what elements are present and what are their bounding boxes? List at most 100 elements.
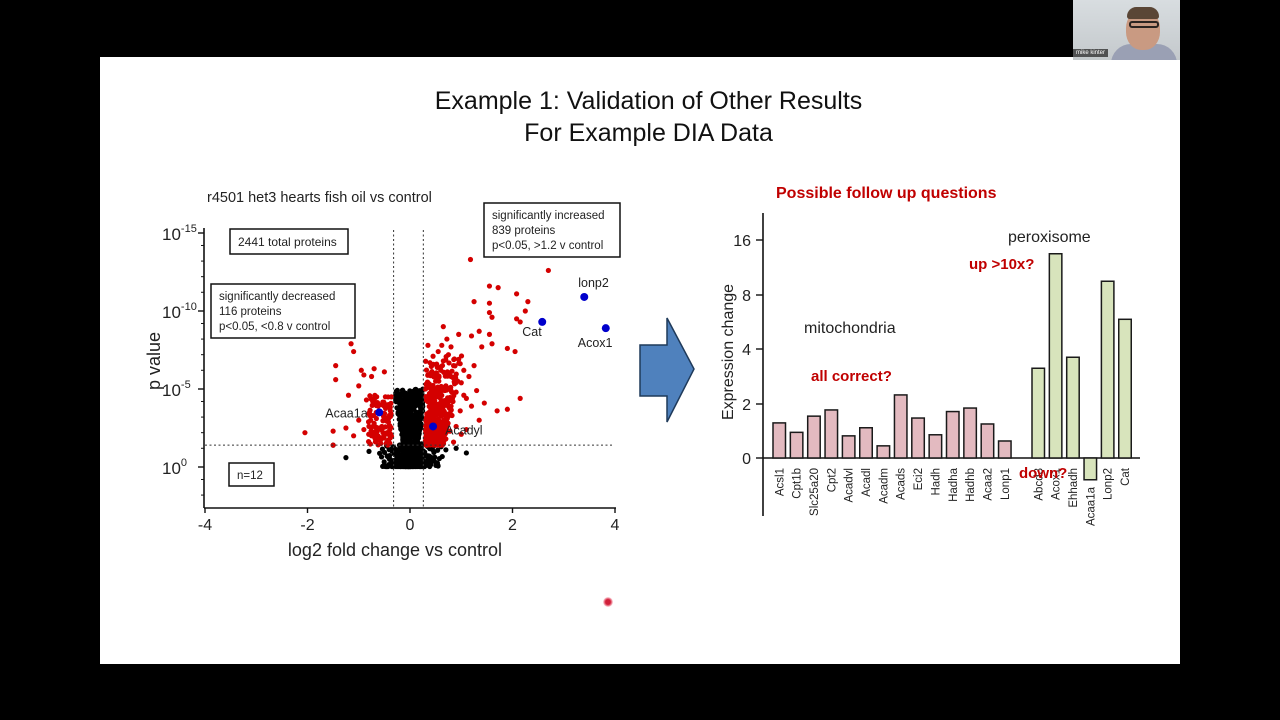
y-axis-ticks: 10-15 10-10 10-5 100 [162, 223, 204, 496]
x-axis-ticks: -4 -2 0 2 4 [198, 508, 620, 534]
participant-body [1111, 44, 1177, 60]
highlighted-proteins: lonp2 Cat Acox1 Acaa1a Acadyl [325, 276, 612, 437]
highlight-point-acox1 [601, 324, 610, 333]
svg-text:Hadha: Hadha [948, 467, 960, 501]
svg-text:Eci2: Eci2 [913, 468, 925, 490]
svg-text:Cpt2: Cpt2 [826, 468, 838, 492]
svg-text:2: 2 [742, 397, 751, 414]
svg-text:Cat: Cat [1120, 467, 1132, 486]
n-label: n=12 [237, 470, 263, 482]
group-label-mitochondria: mitochondria [804, 320, 896, 337]
svg-text:16: 16 [733, 233, 751, 250]
bar-acsl1 [772, 422, 787, 459]
decreased-line-1: significantly decreased [219, 291, 335, 303]
bars: Acsl1 Cpt1b Slc25a20 Cpt2 Acadvl Acadl Acadm Ac… [772, 253, 1132, 526]
right-arrow-icon [639, 317, 695, 423]
svg-text:Cat: Cat [522, 325, 542, 339]
svg-text:Acads: Acads [896, 468, 908, 500]
bar-acadl [859, 427, 873, 459]
svg-text:Acox1: Acox1 [1051, 468, 1063, 500]
svg-text:4: 4 [742, 342, 751, 359]
total-proteins-label: 2441 total proteins [238, 235, 337, 249]
increased-line-1: significantly increased [492, 210, 605, 222]
bar-cpt2 [824, 409, 839, 459]
participant-name: mike kinter [1073, 49, 1109, 57]
volcano-title: r4501 het3 hearts fish oil vs control [207, 190, 432, 206]
note-up-10x: up >10x? [969, 256, 1034, 273]
bar-slc25a20 [806, 415, 821, 459]
highlight-point-lonp2 [580, 292, 589, 301]
bar-hadhb [963, 407, 978, 459]
bar-lonp1 [997, 440, 1012, 459]
increased-line-2: 839 proteins [492, 225, 556, 237]
participant-glasses [1129, 21, 1159, 28]
svg-text:-2: -2 [300, 517, 314, 534]
bar-cat [1118, 318, 1132, 459]
note-all-correct: all correct? [811, 368, 892, 385]
svg-text:Slc25a20: Slc25a20 [809, 468, 821, 516]
y-axis-label: p value [144, 332, 164, 390]
bar-eci2 [911, 417, 926, 459]
svg-text:Acadyl: Acadyl [445, 423, 483, 437]
increased-line-3: p<0.05, >1.2 v control [492, 240, 603, 252]
presentation-slide: Example 1: Validation of Other Results F… [100, 57, 1180, 664]
volcano-plot: r4501 het3 hearts fish oil vs control 10… [144, 185, 1140, 560]
svg-text:Lonp2: Lonp2 [1103, 468, 1115, 500]
svg-text:Hadh: Hadh [930, 468, 942, 496]
svg-text:0: 0 [742, 451, 751, 468]
presenter-pointer [603, 597, 613, 607]
bar-cpt1b [789, 431, 804, 459]
svg-text:10-5: 10-5 [162, 379, 191, 400]
svg-text:Ehhadh: Ehhadh [1068, 468, 1080, 508]
svg-text:10-10: 10-10 [162, 301, 197, 322]
svg-text:8: 8 [742, 288, 751, 305]
x-axis-label: log2 fold change vs control [288, 540, 502, 560]
highlight-point-acaa1a [375, 408, 384, 417]
threshold-lines [205, 230, 614, 507]
participant-hair [1127, 7, 1159, 19]
svg-text:100: 100 [162, 457, 187, 478]
bar-acadm [876, 445, 891, 459]
volcano-points [302, 256, 551, 470]
bar-chart-title: Possible follow up questions [776, 185, 997, 202]
bar-acadvl [841, 435, 856, 459]
decreased-line-3: p<0.05, <0.8 v control [219, 321, 330, 333]
slide-title: Example 1: Validation of Other Results F… [100, 85, 1197, 149]
bar-abcd3 [1031, 367, 1046, 459]
slide-title-line-2: For Example DIA Data [524, 119, 773, 147]
slide-title-line-1: Example 1: Validation of Other Results [434, 87, 863, 115]
svg-text:Acaa1a: Acaa1a [1085, 486, 1097, 526]
svg-text:Abcd3: Abcd3 [1033, 468, 1045, 501]
svg-text:Cpt1b: Cpt1b [792, 468, 804, 499]
bar-acaa1a [1083, 457, 1098, 481]
svg-text:Lonp1: Lonp1 [1000, 468, 1012, 500]
participant-video-tile[interactable]: mike kinter [1073, 0, 1180, 60]
svg-text:Acadl: Acadl [861, 468, 873, 497]
svg-text:10-15: 10-15 [162, 223, 197, 244]
bar-acads [893, 394, 908, 459]
svg-text:-4: -4 [198, 517, 212, 534]
svg-text:Acadm: Acadm [878, 468, 890, 504]
bar-y-axis-label: Expression change [720, 284, 737, 420]
svg-text:Acaa1a: Acaa1a [325, 406, 367, 420]
svg-text:Acsl1: Acsl1 [774, 468, 786, 496]
group-label-peroxisome: peroxisome [1008, 229, 1091, 246]
bar-ehhadh [1065, 356, 1080, 459]
bar-acox1 [1048, 253, 1063, 459]
svg-text:0: 0 [406, 517, 415, 534]
svg-text:2: 2 [508, 517, 517, 534]
bar-hadha [945, 410, 960, 459]
bar-hadh [928, 434, 943, 459]
highlight-point-cat [538, 317, 547, 326]
svg-text:lonp2: lonp2 [578, 276, 609, 290]
svg-text:4: 4 [611, 517, 620, 534]
svg-text:Hadhb: Hadhb [965, 468, 977, 502]
decreased-line-2: 116 proteins [219, 306, 282, 318]
bar-lonp2 [1100, 280, 1115, 459]
svg-text:Acox1: Acox1 [578, 336, 613, 350]
svg-text:Acaa2: Acaa2 [982, 468, 994, 501]
note-down: down? [1019, 465, 1067, 482]
highlight-point-acadyl [429, 422, 438, 431]
bar-acaa2 [980, 423, 995, 459]
svg-text:Acadvl: Acadvl [844, 468, 856, 503]
